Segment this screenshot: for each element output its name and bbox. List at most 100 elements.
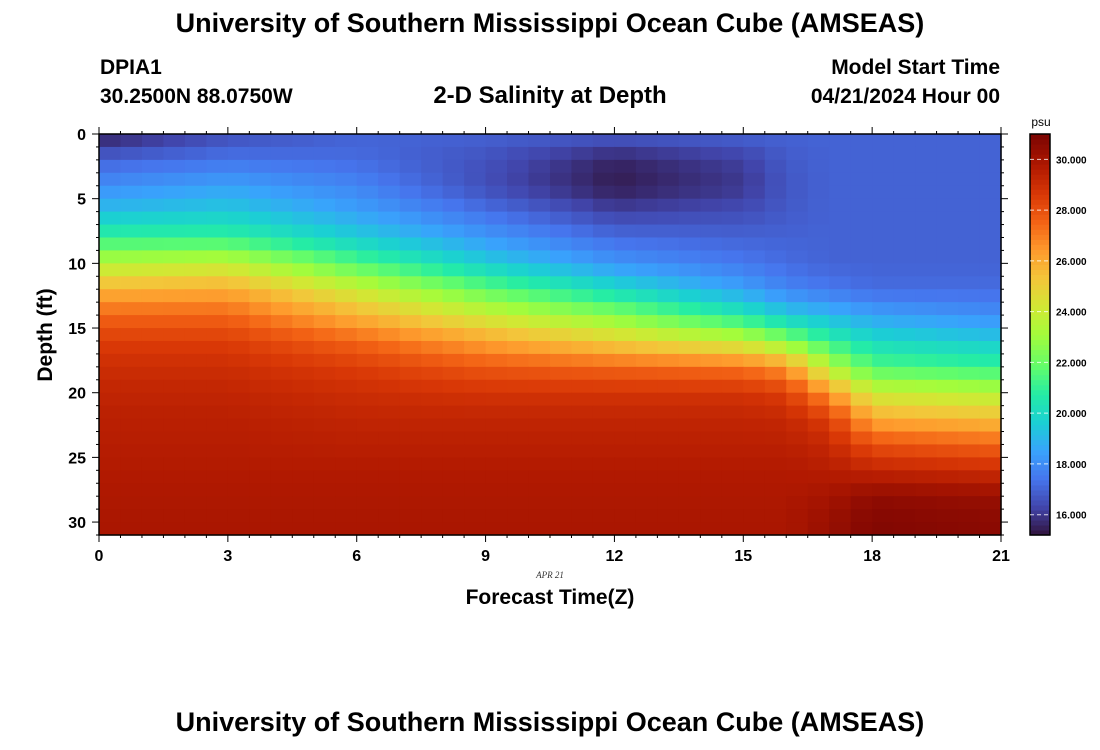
heatmap-cell bbox=[399, 496, 422, 510]
heatmap-cell bbox=[292, 405, 315, 420]
heatmap-cell bbox=[163, 379, 186, 394]
heatmap-cell bbox=[958, 444, 981, 458]
heatmap-cell bbox=[764, 328, 787, 342]
heatmap-cell bbox=[120, 134, 143, 148]
heatmap-cell bbox=[829, 198, 852, 213]
heatmap-cell bbox=[206, 146, 229, 161]
heatmap-cell bbox=[184, 470, 207, 484]
heatmap-cell bbox=[936, 405, 959, 420]
heatmap-cell bbox=[120, 198, 143, 213]
heatmap-cell bbox=[979, 431, 1002, 446]
heatmap-cell bbox=[893, 237, 916, 252]
heatmap-cell bbox=[270, 457, 293, 471]
heatmap-cell bbox=[464, 470, 487, 484]
heatmap-cell bbox=[485, 263, 508, 277]
heatmap-cell bbox=[872, 509, 895, 523]
heatmap-cell bbox=[163, 302, 186, 316]
heatmap-cell bbox=[163, 522, 186, 536]
heatmap-cell bbox=[893, 392, 916, 407]
heatmap-cell bbox=[141, 159, 165, 174]
heatmap-cell bbox=[206, 483, 229, 497]
heatmap-cell bbox=[893, 250, 916, 264]
heatmap-cell bbox=[141, 366, 165, 381]
heatmap-cell bbox=[614, 185, 637, 200]
heatmap-cell bbox=[721, 211, 744, 226]
heatmap-cell bbox=[120, 172, 143, 187]
heatmap-cell bbox=[464, 366, 487, 381]
heatmap-cell bbox=[678, 198, 701, 213]
heatmap-cell bbox=[829, 263, 852, 277]
heatmap-cell bbox=[442, 211, 465, 226]
heatmap-cell bbox=[378, 328, 401, 342]
heatmap-cell bbox=[99, 237, 122, 252]
heatmap-cell bbox=[227, 198, 250, 213]
heatmap-cell bbox=[721, 276, 744, 290]
colorbar-segment bbox=[1030, 229, 1050, 235]
colorbar-segment bbox=[1030, 309, 1050, 316]
heatmap-cell bbox=[807, 405, 830, 420]
heatmap-cell bbox=[550, 172, 573, 187]
heatmap-cell bbox=[979, 289, 1002, 303]
heatmap-cell bbox=[120, 392, 143, 407]
heatmap-cell bbox=[270, 224, 293, 239]
heatmap-cell bbox=[592, 392, 616, 407]
heatmap-cell bbox=[872, 483, 895, 497]
heatmap-cell bbox=[163, 315, 186, 329]
heatmap-cell bbox=[807, 302, 830, 316]
heatmap-cell bbox=[528, 366, 551, 381]
heatmap-cell bbox=[292, 315, 315, 329]
heatmap-cell bbox=[657, 470, 680, 484]
colorbar-segment bbox=[1030, 429, 1050, 436]
heatmap-cell bbox=[592, 340, 616, 355]
heatmap-cell bbox=[657, 250, 680, 264]
heatmap-cell bbox=[936, 470, 959, 484]
heatmap-cell bbox=[550, 211, 573, 226]
heatmap-cell bbox=[979, 522, 1002, 536]
heatmap-cell bbox=[872, 134, 895, 148]
heatmap-cell bbox=[399, 146, 422, 161]
heatmap-cell bbox=[206, 172, 229, 187]
heatmap-cell bbox=[635, 366, 658, 381]
heatmap-cell bbox=[528, 237, 551, 252]
heatmap-cell bbox=[829, 276, 852, 290]
heatmap-cell bbox=[721, 379, 744, 394]
heatmap-cell bbox=[764, 431, 787, 446]
heatmap-cell bbox=[378, 483, 401, 497]
heatmap-cell bbox=[356, 159, 379, 174]
colorbar-segment bbox=[1030, 259, 1050, 265]
heatmap-cell bbox=[786, 418, 809, 433]
heatmap-cell bbox=[292, 431, 315, 446]
heatmap-cell bbox=[292, 211, 315, 226]
heatmap-cell bbox=[614, 172, 637, 187]
heatmap-cell bbox=[313, 237, 336, 252]
colorbar-segment bbox=[1030, 384, 1050, 391]
heatmap-cell bbox=[270, 276, 293, 290]
heatmap-cell bbox=[571, 224, 594, 239]
heatmap-cell bbox=[786, 392, 809, 407]
heatmap-cell bbox=[356, 315, 379, 329]
heatmap-cell bbox=[678, 185, 701, 200]
heatmap-cell bbox=[700, 328, 723, 342]
heatmap-cell bbox=[936, 418, 959, 433]
heatmap-cell bbox=[936, 198, 959, 213]
heatmap-cell bbox=[313, 444, 336, 458]
heatmap-cell bbox=[507, 366, 530, 381]
heatmap-cell bbox=[872, 289, 895, 303]
heatmap-cell bbox=[442, 250, 465, 264]
heatmap-cell bbox=[421, 302, 444, 316]
heatmap-cell bbox=[528, 496, 551, 510]
heatmap-cell bbox=[120, 211, 143, 226]
heatmap-cell bbox=[313, 289, 336, 303]
heatmap-cell bbox=[378, 302, 401, 316]
chart-title: 2-D Salinity at Depth bbox=[433, 82, 667, 109]
heatmap-cell bbox=[120, 431, 143, 446]
heatmap-cell bbox=[872, 392, 895, 407]
heatmap-cell bbox=[850, 146, 873, 161]
heatmap-cell bbox=[120, 315, 143, 329]
heatmap-cell bbox=[163, 418, 186, 433]
heatmap-cell bbox=[507, 134, 530, 148]
heatmap-cell bbox=[99, 483, 122, 497]
heatmap-cell bbox=[829, 496, 852, 510]
heatmap-cell bbox=[270, 366, 293, 381]
heatmap-cell bbox=[313, 263, 336, 277]
